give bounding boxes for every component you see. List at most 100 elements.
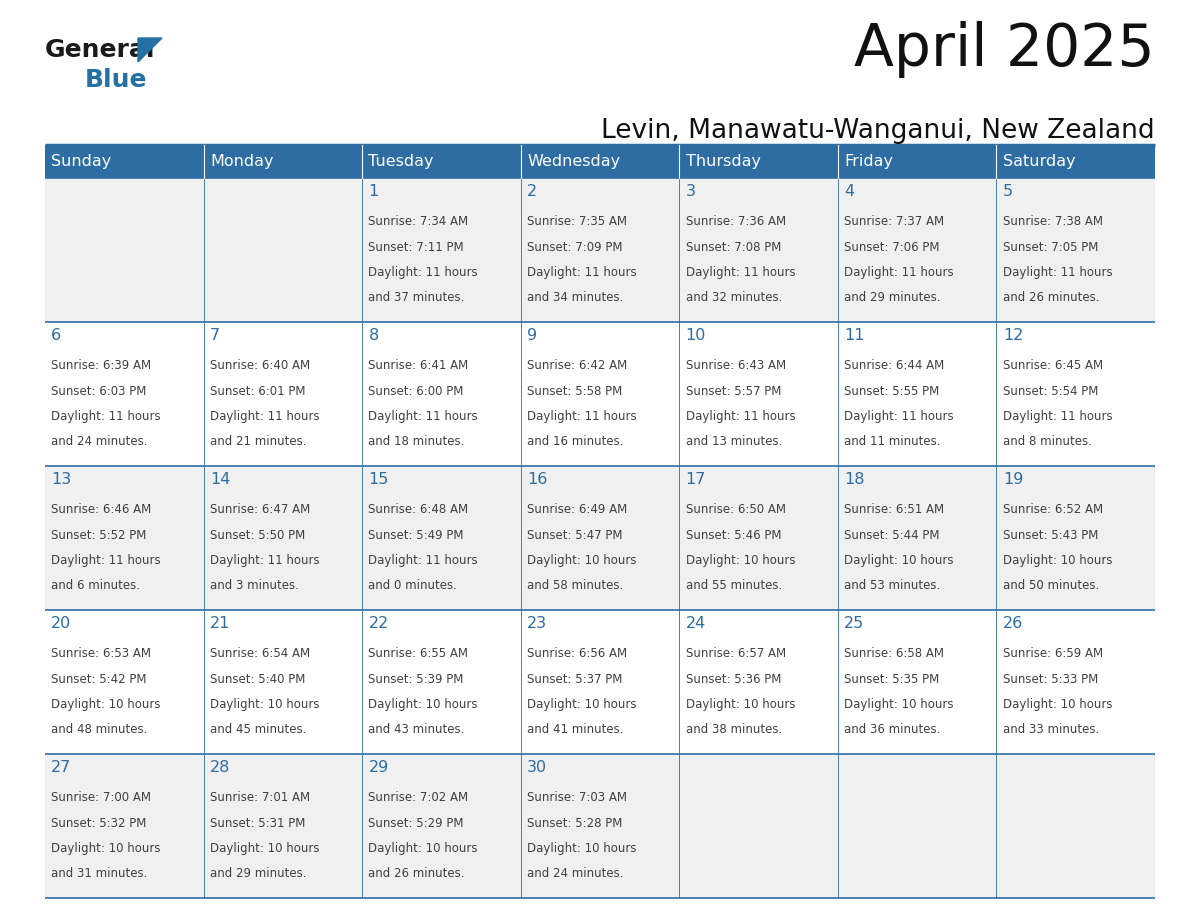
Text: Daylight: 11 hours: Daylight: 11 hours [210,554,320,566]
Text: 12: 12 [1003,328,1023,343]
Text: Sunset: 5:40 PM: Sunset: 5:40 PM [210,673,305,686]
Text: 9: 9 [527,328,537,343]
Text: Sunrise: 7:37 AM: Sunrise: 7:37 AM [845,216,944,229]
Text: Sunset: 5:33 PM: Sunset: 5:33 PM [1003,673,1098,686]
Text: Daylight: 10 hours: Daylight: 10 hours [210,698,320,711]
Text: 24: 24 [685,616,706,631]
Text: Sunset: 5:55 PM: Sunset: 5:55 PM [845,385,940,397]
Text: Sunset: 5:36 PM: Sunset: 5:36 PM [685,673,781,686]
Text: Sunrise: 6:52 AM: Sunrise: 6:52 AM [1003,503,1102,517]
Text: 14: 14 [210,472,230,487]
Text: Sunrise: 6:42 AM: Sunrise: 6:42 AM [527,360,627,373]
Text: 30: 30 [527,760,548,775]
Text: and 26 minutes.: and 26 minutes. [1003,291,1099,304]
Text: 13: 13 [51,472,71,487]
Text: April 2025: April 2025 [854,21,1155,78]
Text: Sunset: 5:58 PM: Sunset: 5:58 PM [527,385,623,397]
Text: and 0 minutes.: and 0 minutes. [368,579,457,592]
Text: Sunset: 7:08 PM: Sunset: 7:08 PM [685,241,781,253]
Text: Daylight: 10 hours: Daylight: 10 hours [527,698,637,711]
Text: 17: 17 [685,472,706,487]
Bar [45,610,1155,754]
Text: Sunrise: 7:36 AM: Sunrise: 7:36 AM [685,216,785,229]
Text: and 8 minutes.: and 8 minutes. [1003,435,1092,448]
Text: Sunrise: 6:43 AM: Sunrise: 6:43 AM [685,360,785,373]
Text: Daylight: 11 hours: Daylight: 11 hours [368,266,478,279]
Text: Friday: Friday [845,154,893,169]
Text: 11: 11 [845,328,865,343]
Text: and 6 minutes.: and 6 minutes. [51,579,140,592]
Text: Daylight: 10 hours: Daylight: 10 hours [1003,698,1112,711]
Text: and 38 minutes.: and 38 minutes. [685,723,782,736]
Text: Sunset: 5:42 PM: Sunset: 5:42 PM [51,673,147,686]
Bar [45,145,203,178]
Text: and 34 minutes.: and 34 minutes. [527,291,624,304]
Text: Daylight: 10 hours: Daylight: 10 hours [210,842,320,855]
Text: Sunset: 5:47 PM: Sunset: 5:47 PM [527,529,623,542]
Text: and 41 minutes.: and 41 minutes. [527,723,624,736]
Polygon shape [138,38,162,62]
Text: Sunset: 5:52 PM: Sunset: 5:52 PM [51,529,146,542]
Text: Daylight: 10 hours: Daylight: 10 hours [685,698,795,711]
Text: Daylight: 11 hours: Daylight: 11 hours [368,409,478,423]
Text: Daylight: 10 hours: Daylight: 10 hours [368,842,478,855]
Text: 3: 3 [685,184,696,199]
Bar [45,322,1155,466]
Text: Sunrise: 6:54 AM: Sunrise: 6:54 AM [210,647,310,660]
Text: Wednesday: Wednesday [527,154,620,169]
Text: Sunrise: 6:51 AM: Sunrise: 6:51 AM [845,503,944,517]
Text: 29: 29 [368,760,388,775]
Text: Levin, Manawatu-Wanganui, New Zealand: Levin, Manawatu-Wanganui, New Zealand [601,118,1155,144]
Text: Sunset: 5:57 PM: Sunset: 5:57 PM [685,385,781,397]
Text: and 33 minutes.: and 33 minutes. [1003,723,1099,736]
Text: and 36 minutes.: and 36 minutes. [845,723,941,736]
Text: Daylight: 11 hours: Daylight: 11 hours [845,409,954,423]
Text: and 24 minutes.: and 24 minutes. [51,435,147,448]
Text: Sunrise: 6:45 AM: Sunrise: 6:45 AM [1003,360,1102,373]
Text: Daylight: 10 hours: Daylight: 10 hours [51,698,160,711]
Text: 27: 27 [51,760,71,775]
Text: Sunset: 5:50 PM: Sunset: 5:50 PM [210,529,305,542]
Text: Sunrise: 7:00 AM: Sunrise: 7:00 AM [51,791,151,804]
Text: Sunset: 5:32 PM: Sunset: 5:32 PM [51,817,146,830]
Text: Tuesday: Tuesday [368,154,434,169]
Text: Blue: Blue [86,68,147,92]
Text: Sunday: Sunday [51,154,112,169]
Text: Sunrise: 6:48 AM: Sunrise: 6:48 AM [368,503,468,517]
Text: and 37 minutes.: and 37 minutes. [368,291,465,304]
Text: and 21 minutes.: and 21 minutes. [210,435,307,448]
Text: Sunrise: 7:34 AM: Sunrise: 7:34 AM [368,216,468,229]
Text: Sunrise: 6:58 AM: Sunrise: 6:58 AM [845,647,944,660]
Text: and 43 minutes.: and 43 minutes. [368,723,465,736]
Text: Daylight: 11 hours: Daylight: 11 hours [527,409,637,423]
Text: Sunrise: 7:03 AM: Sunrise: 7:03 AM [527,791,627,804]
Text: Sunset: 5:28 PM: Sunset: 5:28 PM [527,817,623,830]
Text: and 53 minutes.: and 53 minutes. [845,579,941,592]
Text: Sunset: 5:44 PM: Sunset: 5:44 PM [845,529,940,542]
Text: Sunrise: 6:56 AM: Sunrise: 6:56 AM [527,647,627,660]
Text: and 29 minutes.: and 29 minutes. [845,291,941,304]
Text: and 31 minutes.: and 31 minutes. [51,867,147,880]
Text: Daylight: 10 hours: Daylight: 10 hours [51,842,160,855]
Text: 23: 23 [527,616,548,631]
Text: Sunset: 7:09 PM: Sunset: 7:09 PM [527,241,623,253]
Text: 26: 26 [1003,616,1023,631]
Text: and 16 minutes.: and 16 minutes. [527,435,624,448]
Bar [45,466,1155,610]
Text: Daylight: 10 hours: Daylight: 10 hours [527,842,637,855]
Text: Sunrise: 6:55 AM: Sunrise: 6:55 AM [368,647,468,660]
Text: and 13 minutes.: and 13 minutes. [685,435,782,448]
Text: Daylight: 11 hours: Daylight: 11 hours [51,554,160,566]
Text: 4: 4 [845,184,854,199]
Text: 21: 21 [210,616,230,631]
Text: 18: 18 [845,472,865,487]
Text: 6: 6 [51,328,62,343]
Text: Sunrise: 6:44 AM: Sunrise: 6:44 AM [845,360,944,373]
Text: Sunrise: 7:01 AM: Sunrise: 7:01 AM [210,791,310,804]
Text: Daylight: 11 hours: Daylight: 11 hours [51,409,160,423]
Text: Monday: Monday [210,154,273,169]
Text: Sunset: 5:43 PM: Sunset: 5:43 PM [1003,529,1098,542]
Text: Sunrise: 7:38 AM: Sunrise: 7:38 AM [1003,216,1102,229]
Text: Sunrise: 6:47 AM: Sunrise: 6:47 AM [210,503,310,517]
Text: Daylight: 10 hours: Daylight: 10 hours [845,554,954,566]
